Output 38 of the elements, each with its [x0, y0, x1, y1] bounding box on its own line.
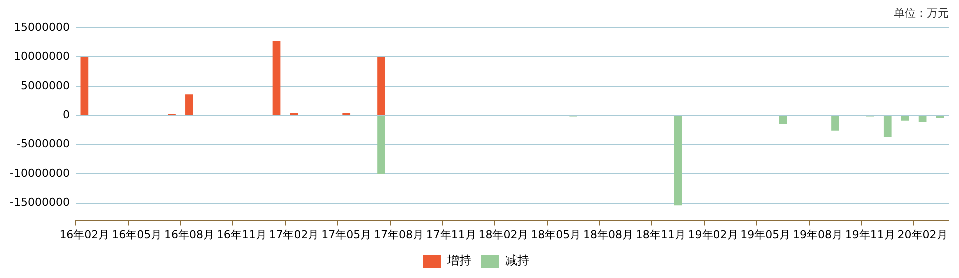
bar [884, 116, 892, 138]
y-tick-label: 5000000 [20, 79, 70, 92]
x-tick-label: 18年11月 [636, 228, 686, 242]
bar [779, 116, 788, 124]
x-tick-label: 20年02月 [898, 228, 948, 242]
bar [186, 94, 194, 116]
bar [918, 116, 927, 122]
bar [674, 116, 682, 206]
x-tick-label: 16年02月 [60, 228, 110, 242]
y-tick-label: 0 [62, 108, 70, 122]
x-tick-label: 16年08月 [164, 228, 214, 242]
x-tick-label: 17年08月 [374, 228, 424, 242]
x-tick-label: 19年11月 [845, 228, 896, 242]
y-tick-label: -10000000 [10, 166, 70, 180]
bar [272, 41, 281, 116]
y-tick-label: -5000000 [16, 138, 70, 151]
x-tick-label: 16年11月 [216, 228, 267, 242]
x-tick-label: 18年05月 [531, 228, 582, 242]
x-tick-label: 18年08月 [584, 228, 634, 242]
y-tick-label: -15000000 [10, 196, 70, 210]
x-tick-label: 17年02月 [269, 228, 320, 242]
x-tick-label: 17年05月 [322, 228, 372, 242]
bar [378, 116, 386, 174]
bar [80, 57, 89, 116]
x-tick-label: 18年02月 [478, 228, 529, 242]
bar [901, 116, 910, 121]
x-tick-label: 16年05月 [112, 228, 162, 242]
legend-label: 减持 [506, 254, 530, 268]
x-tick-label: 19年02月 [688, 228, 738, 242]
y-tick-label: 15000000 [14, 20, 70, 34]
bar [832, 116, 840, 131]
text: 单位：万元 [894, 6, 949, 21]
legend-label: 增持 [446, 254, 472, 268]
x-tick-label: 17年11月 [426, 228, 476, 242]
bar [378, 57, 386, 116]
x-tick-label: 19年05月 [740, 228, 791, 242]
x-tick-label: 19年08月 [793, 228, 844, 242]
y-tick-label: 10000000 [14, 50, 70, 64]
